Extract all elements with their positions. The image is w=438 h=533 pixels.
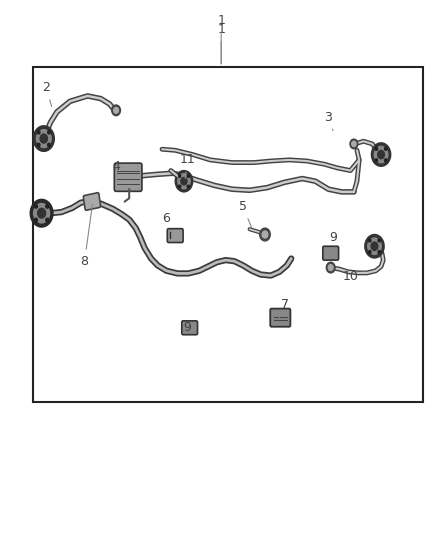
Circle shape <box>187 185 189 188</box>
Circle shape <box>374 147 388 163</box>
Circle shape <box>30 199 53 227</box>
Circle shape <box>378 239 381 242</box>
Circle shape <box>378 251 381 254</box>
Circle shape <box>48 131 50 134</box>
Circle shape <box>352 141 356 147</box>
Circle shape <box>368 238 381 254</box>
Circle shape <box>179 185 181 188</box>
Circle shape <box>37 143 40 147</box>
Text: 3: 3 <box>324 111 333 131</box>
Circle shape <box>46 205 49 208</box>
Text: 1: 1 <box>217 23 225 64</box>
FancyBboxPatch shape <box>114 163 142 191</box>
Text: 7: 7 <box>279 298 289 318</box>
Circle shape <box>350 139 358 149</box>
Circle shape <box>35 218 38 222</box>
Circle shape <box>371 242 378 251</box>
Circle shape <box>368 239 371 242</box>
Circle shape <box>375 147 378 150</box>
FancyBboxPatch shape <box>167 229 183 243</box>
Circle shape <box>36 130 51 148</box>
Circle shape <box>385 147 387 150</box>
Circle shape <box>114 107 118 114</box>
FancyBboxPatch shape <box>182 321 198 335</box>
Circle shape <box>175 171 193 192</box>
Circle shape <box>368 251 371 254</box>
Text: 4: 4 <box>112 160 125 175</box>
Text: 11: 11 <box>180 154 195 179</box>
Circle shape <box>178 174 190 189</box>
Text: 10: 10 <box>343 270 364 282</box>
Text: 8: 8 <box>81 204 92 268</box>
Text: 9: 9 <box>329 231 337 251</box>
Circle shape <box>260 228 270 241</box>
Bar <box>33 67 423 402</box>
Text: 2: 2 <box>42 82 52 107</box>
Circle shape <box>371 143 391 166</box>
Circle shape <box>181 177 187 185</box>
Circle shape <box>112 105 120 116</box>
Circle shape <box>179 175 181 177</box>
Circle shape <box>328 264 333 271</box>
Circle shape <box>378 150 385 159</box>
Circle shape <box>33 126 54 151</box>
Circle shape <box>34 204 49 223</box>
FancyBboxPatch shape <box>83 193 101 210</box>
Circle shape <box>37 131 40 134</box>
Circle shape <box>40 134 47 143</box>
Circle shape <box>48 143 50 147</box>
Text: 6: 6 <box>162 212 172 233</box>
Circle shape <box>365 235 384 258</box>
Circle shape <box>375 159 378 162</box>
Text: 5: 5 <box>239 200 252 228</box>
Circle shape <box>385 159 387 162</box>
Circle shape <box>38 208 46 218</box>
FancyBboxPatch shape <box>270 309 290 327</box>
Circle shape <box>35 205 38 208</box>
Text: 1: 1 <box>217 14 225 64</box>
Circle shape <box>326 262 335 273</box>
Text: 9: 9 <box>184 321 191 334</box>
Circle shape <box>46 218 49 222</box>
FancyBboxPatch shape <box>323 246 339 260</box>
Circle shape <box>262 231 268 238</box>
Circle shape <box>187 175 189 177</box>
